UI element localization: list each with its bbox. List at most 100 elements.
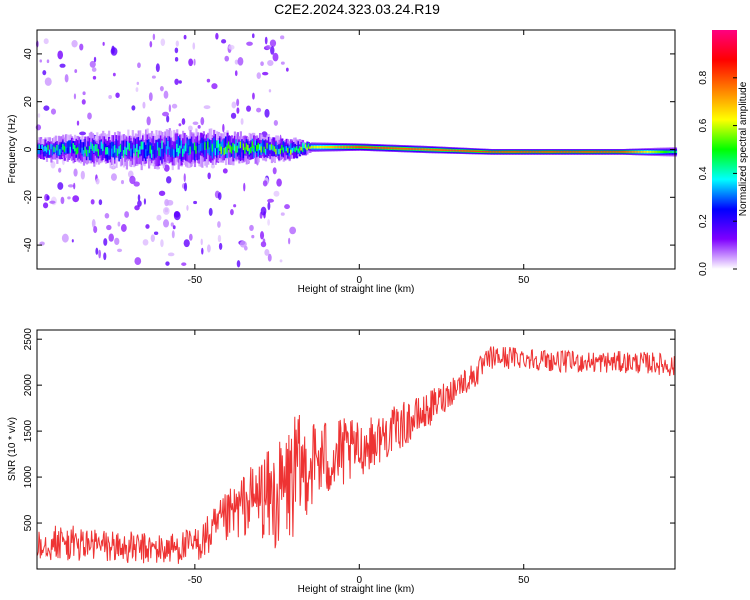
heatmap-cell [134,138,137,155]
heatmap-cell [166,115,170,123]
heatmap-cell [229,136,232,151]
heatmap-cell [227,141,231,149]
heatmap-cell [408,148,411,150]
heatmap-cell [165,146,168,155]
heatmap-cell [278,148,281,155]
heatmap-cell [234,70,238,77]
heatmap-cell [244,147,247,154]
heatmap-cell [233,144,237,159]
heatmap-cell [291,147,294,153]
heatmap-cell [160,239,164,248]
heatmap-cell [99,148,102,156]
heatmap-cell [284,204,290,210]
heatmap-cell [115,92,120,98]
heatmap-cell [267,198,275,203]
heatmap-cell [452,149,456,152]
heatmap-cell [124,211,130,218]
heatmap-cell [260,241,267,248]
heatmap-cell [276,146,279,153]
heatmap-cell [188,125,193,132]
heatmap-cell [105,147,108,155]
heatmap-cell [161,145,164,163]
heatmap-cell [200,117,205,126]
heatmap-cell [267,253,272,262]
heatmap-cell [479,150,482,153]
heatmap-cell [562,151,565,153]
heatmap-cell [41,144,44,150]
heatmap-cell [43,38,49,45]
heatmap-cell [136,143,139,152]
heatmap-cell [295,146,299,151]
heatmap-cell [142,145,145,162]
heatmap-cell [87,112,92,120]
heatmap-cell [223,147,226,156]
heatmap-cell [186,140,189,149]
heatmap-cell [183,145,186,154]
heatmap-cell [381,147,385,149]
heatmap-cell [261,131,268,139]
heatmap-cell [213,142,216,150]
heatmap-cell [106,147,109,155]
heatmap-cell [324,146,327,149]
heatmap-cell [383,147,386,149]
heatmap-cell [66,141,69,154]
heatmap-cell [282,147,285,153]
heatmap-cell [611,151,614,153]
heatmap-cell [142,101,146,109]
heatmap-cell [247,144,250,152]
heatmap-cell [497,151,500,153]
heatmap-cell [256,72,261,80]
heatmap-cell [210,140,213,156]
heatmap-cell [44,77,52,86]
heatmap-cell [673,150,676,154]
heatmap-cell [298,147,302,152]
heatmap-cell [599,151,602,153]
heatmap-cell [580,151,583,153]
heatmap-cell [332,146,336,149]
heatmap-cell [150,234,155,243]
heatmap-cell [369,146,373,149]
heatmap-cell [404,147,407,150]
heatmap-cell [338,146,342,149]
heatmap-cell [54,147,57,154]
heatmap-cell [494,151,497,153]
heatmap-cell [179,145,182,154]
heatmap-cell [192,144,195,160]
heatmap-cell [199,143,202,152]
heatmap-cell [515,151,518,153]
heatmap-cell [281,144,284,151]
heatmap-cell [224,55,230,62]
colorbar-label: Normalized spectral amplitude [738,81,749,216]
colorbar-tick-label: 0.2 [698,214,709,228]
heatmap-cell [168,146,171,156]
heatmap-cell [463,150,466,152]
colorbar-ticks: 0.0 0.2 0.4 0.6 0.8 [698,70,737,276]
heatmap-cell [645,150,648,153]
heatmap-cell [429,148,432,151]
heatmap-cell [208,139,211,148]
spectrogram-y-label: Frequency (Hz) [7,115,18,184]
heatmap-cell [42,202,49,209]
heatmap-cell [127,141,130,150]
snr-frame [36,329,676,570]
heatmap-cell [119,144,123,153]
heatmap-cell [38,144,41,150]
heatmap-cell [297,148,300,153]
heatmap-cell [112,72,116,77]
heatmap-cell [495,151,498,153]
heatmap-cell [396,147,399,150]
heatmap-cell [73,168,78,177]
heatmap-marks [35,32,678,268]
heatmap-cell [267,201,271,211]
heatmap-cell [297,143,300,152]
heatmap-cell [145,149,148,158]
heatmap-cell [103,142,106,150]
heatmap-cell [193,200,198,205]
heatmap-cell [174,78,179,85]
heatmap-cell [234,59,239,65]
heatmap-cell [230,112,237,119]
heatmap-cell [489,151,493,153]
heatmap-cell [192,143,195,152]
heatmap-cell [171,230,175,239]
heatmap-cell [464,150,467,152]
